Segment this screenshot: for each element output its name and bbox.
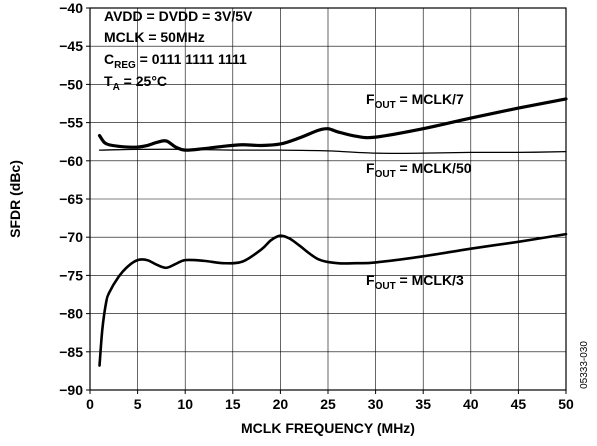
series-lines bbox=[97, 97, 568, 367]
x-tick-label: 40 bbox=[463, 396, 479, 412]
series-label: FOUT = MCLK/3 bbox=[366, 272, 464, 292]
y-tick-label: −75 bbox=[59, 267, 83, 283]
y-tick-label: −60 bbox=[59, 153, 83, 169]
x-tick-label: 10 bbox=[177, 396, 193, 412]
x-tick-label: 0 bbox=[86, 396, 94, 412]
y-tick-label: −80 bbox=[59, 306, 83, 322]
condition-line: CREG = 0111 1111 1111 bbox=[104, 51, 247, 71]
x-tick-label: 25 bbox=[320, 396, 336, 412]
condition-line: AVDD = DVDD = 3V/5V bbox=[104, 8, 253, 24]
condition-line: TA = 25°C bbox=[104, 73, 167, 93]
y-tick-label: −85 bbox=[59, 344, 83, 360]
figure-code: 05333-030 bbox=[579, 341, 590, 389]
series-labels: FOUT = MCLK/7 FOUT = MCLK/50 FOUT = MCLK/3 bbox=[366, 91, 472, 292]
tick-labels: 0 5 10 15 20 25 30 35 40 45 50 −90 −85 −80 −75 −70 −65 −6… bbox=[59, 0, 574, 412]
y-tick-label: −55 bbox=[59, 115, 83, 131]
series-label: FOUT = MCLK/7 bbox=[366, 91, 464, 111]
y-tick-label: −50 bbox=[59, 76, 83, 92]
y-tick-label: −45 bbox=[59, 38, 83, 54]
series-line-mclk-7 bbox=[97, 97, 568, 152]
x-tick-label: 35 bbox=[415, 396, 431, 412]
series-line-mclk-50 bbox=[98, 148, 567, 155]
axis-tick-marks bbox=[86, 7, 567, 394]
x-tick-label: 15 bbox=[225, 396, 241, 412]
x-tick-label: 50 bbox=[558, 396, 574, 412]
x-tick-label: 20 bbox=[273, 396, 289, 412]
x-tick-label: 30 bbox=[368, 396, 384, 412]
grid-lines bbox=[90, 8, 566, 390]
series-label: FOUT = MCLK/50 bbox=[366, 160, 472, 180]
y-tick-label: −70 bbox=[59, 229, 83, 245]
y-axis-title: SFDR (dBc) bbox=[7, 160, 23, 238]
y-tick-label: −90 bbox=[59, 382, 83, 398]
y-tick-label: −65 bbox=[59, 191, 83, 207]
x-axis-title: MCLK FREQUENCY (MHz) bbox=[241, 420, 415, 436]
x-tick-label: 45 bbox=[511, 396, 527, 412]
series-line-mclk-3 bbox=[98, 232, 568, 367]
condition-line: MCLK = 50MHz bbox=[104, 29, 205, 45]
x-tick-label: 5 bbox=[134, 396, 142, 412]
y-tick-label: −40 bbox=[59, 0, 83, 16]
test-conditions: AVDD = DVDD = 3V/5V MCLK = 50MHz CREG = 01… bbox=[104, 8, 253, 93]
